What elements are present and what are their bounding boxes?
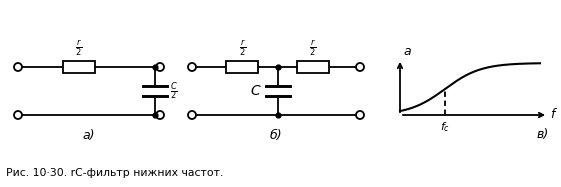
Text: б): б) [270, 129, 282, 142]
Text: Рис. 10·30. rC-фильтр нижних частот.: Рис. 10·30. rC-фильтр нижних частот. [6, 168, 223, 178]
Text: $\frac{r}{2}$: $\frac{r}{2}$ [239, 38, 246, 58]
Text: $f$: $f$ [550, 107, 558, 121]
Text: в): в) [537, 128, 549, 141]
Text: $\frac{r}{2}$: $\frac{r}{2}$ [75, 38, 82, 58]
Bar [297, 61, 329, 73]
Text: $f_c$: $f_c$ [440, 120, 450, 134]
Text: а): а) [83, 129, 95, 142]
Text: $a$: $a$ [403, 45, 412, 58]
Text: $C$: $C$ [250, 84, 261, 98]
Text: $\frac{r}{2}$: $\frac{r}{2}$ [309, 38, 316, 58]
Bar [227, 61, 259, 73]
Text: $\frac{C}{2}$: $\frac{C}{2}$ [170, 80, 178, 102]
Bar [63, 61, 95, 73]
